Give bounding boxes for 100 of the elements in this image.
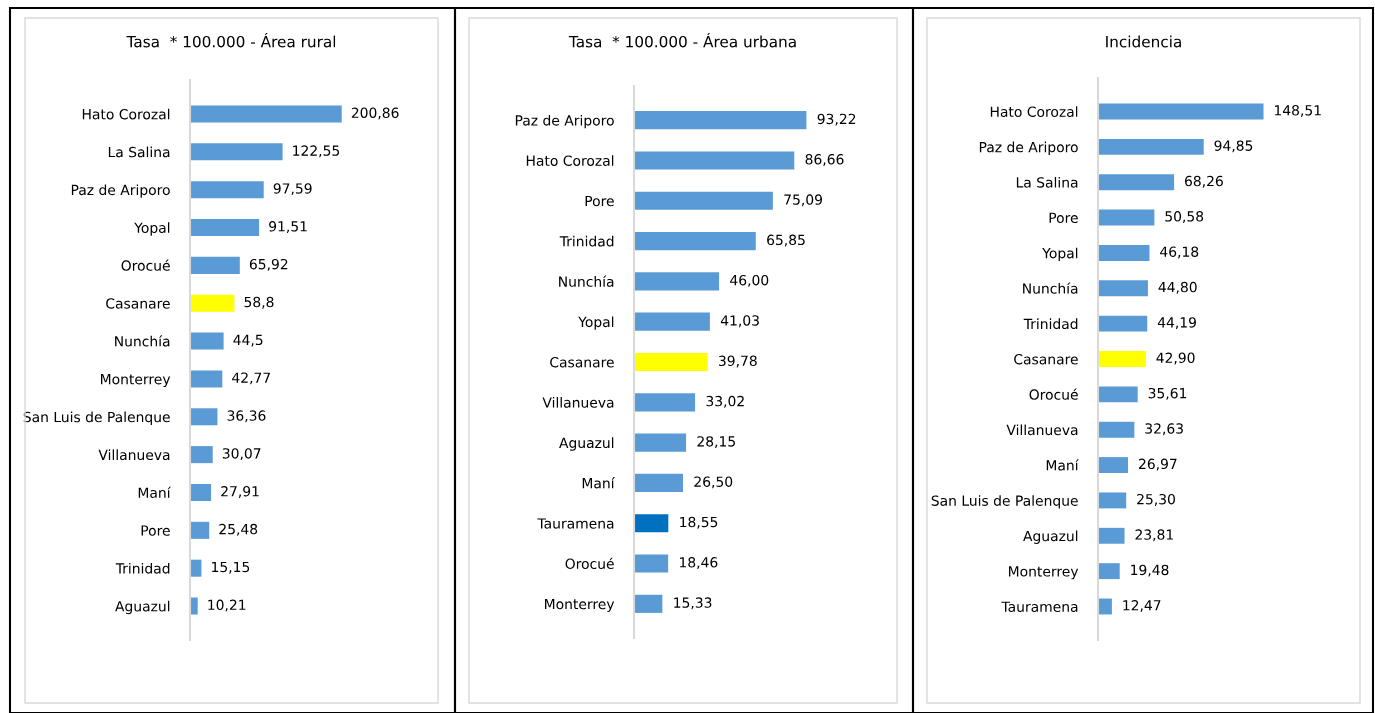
bar (634, 111, 807, 130)
bar (634, 151, 795, 170)
data-label: 200,86 (351, 107, 399, 120)
y-tick-label: Pore (141, 525, 170, 536)
y-tick-label: Villanueva (1006, 424, 1078, 436)
bar (1098, 315, 1148, 332)
data-label: 28,15 (697, 436, 735, 449)
y-tick-label: Casanare (550, 356, 614, 368)
bar (1098, 527, 1125, 544)
data-label: 32,63 (1145, 423, 1183, 436)
data-label: 39,78 (718, 355, 757, 368)
bar (1098, 457, 1129, 474)
bar (634, 594, 663, 613)
chart-title: Tasa * 100.000 - Área urbana (568, 33, 796, 48)
y-tick-label: Aguazul (1023, 530, 1078, 544)
data-label: 19,48 (1131, 564, 1169, 577)
y-tick-label: Hato Corozal (990, 106, 1078, 117)
data-label: 26,97 (1139, 458, 1177, 471)
bar (190, 446, 213, 464)
chart-title: Tasa * 100.000 - Área rural (126, 33, 336, 48)
y-tick-label: La Salina (1016, 176, 1078, 188)
data-label: 25,48 (219, 523, 258, 536)
data-label: 23,81 (1135, 529, 1173, 542)
bar (190, 483, 212, 501)
y-tick-label: Orocué (121, 259, 170, 271)
y-tick-label: Aguazul (115, 600, 170, 615)
y-tick-label: Orocué (1029, 388, 1078, 400)
data-label: 18,46 (680, 557, 718, 569)
data-label: 10,21 (208, 599, 246, 612)
data-label: 42,90 (1156, 352, 1195, 365)
y-tick-label: Paz de Ariporo (71, 184, 170, 198)
y-tick-label: Monterrey (1009, 566, 1079, 580)
y-tick-label: Trinidad (559, 235, 614, 247)
data-label: 33,02 (706, 395, 744, 408)
data-label: 15,33 (674, 597, 712, 610)
y-tick-label: Villanueva (98, 449, 170, 461)
bar (1098, 492, 1127, 509)
bar (1098, 386, 1138, 403)
bar (1098, 351, 1146, 367)
data-label: 44,80 (1158, 281, 1197, 294)
data-label: 42,77 (232, 372, 270, 385)
y-tick-label: Pore (1049, 212, 1078, 224)
y-tick-label: La Salina (108, 146, 170, 158)
y-tick-label: Aguazul (559, 437, 614, 451)
bar (634, 554, 669, 573)
bar (190, 256, 240, 274)
data-label: 58,8 (244, 296, 274, 309)
data-label: 50,58 (1165, 211, 1204, 224)
bar (634, 232, 756, 251)
bar (1098, 174, 1175, 191)
y-tick-label: San Luis de Palenque (931, 495, 1078, 509)
data-label: 41,03 (720, 315, 759, 328)
bar (190, 219, 260, 237)
bar (1098, 244, 1150, 261)
bar (634, 433, 687, 452)
bar (1098, 103, 1264, 120)
data-label: 26,50 (694, 476, 733, 489)
y-tick-label: Paz de Ariporo (979, 141, 1078, 156)
bar (190, 370, 223, 388)
bar (1098, 209, 1155, 226)
bar (190, 294, 235, 312)
y-tick-label: Trinidad (115, 562, 170, 574)
bar (1098, 563, 1120, 580)
data-label: 65,85 (767, 234, 805, 247)
y-tick-label: Yopal (578, 316, 614, 330)
y-tick-label: Paz de Ariporo (515, 114, 614, 129)
y-tick-label: Maní (582, 477, 615, 489)
bar (634, 272, 720, 291)
bar (634, 191, 773, 210)
data-label: 18,55 (680, 516, 718, 529)
data-label: 15,15 (212, 561, 250, 574)
y-tick-label: Tauramena (1001, 601, 1078, 612)
data-label: 25,30 (1137, 493, 1175, 506)
y-tick-label: Tauramena (537, 518, 614, 529)
y-tick-label: Nunchía (1023, 282, 1078, 294)
data-label: 46,00 (730, 274, 769, 287)
y-tick-label: San Luis de Palenque (23, 411, 170, 425)
y-tick-label: Yopal (134, 222, 170, 236)
y-tick-label: Maní (1046, 459, 1079, 471)
y-tick-label: Nunchía (115, 335, 170, 347)
y-tick-label: Villanueva (542, 397, 614, 408)
data-label: 46,18 (1160, 246, 1199, 259)
y-tick-label: Hato Corozal (82, 108, 170, 120)
y-tick-label: Monterrey (101, 374, 171, 388)
y-tick-label: Monterrey (545, 598, 615, 613)
bar (634, 312, 710, 331)
bar (190, 408, 218, 426)
data-label: 12,47 (1123, 600, 1161, 612)
y-tick-label: Nunchía (559, 275, 614, 287)
y-tick-label: Yopal (1042, 247, 1078, 262)
data-label: 148,51 (1274, 105, 1321, 117)
bar (634, 514, 669, 533)
chart-title: Incidencia (1106, 35, 1181, 48)
data-label: 122,55 (293, 145, 340, 158)
bar (1098, 138, 1204, 155)
y-tick-label: Hato Corozal (526, 155, 614, 166)
data-label: 36,36 (227, 410, 266, 423)
bar (1098, 280, 1148, 297)
data-label: 75,09 (784, 194, 823, 207)
bar (1098, 421, 1135, 438)
